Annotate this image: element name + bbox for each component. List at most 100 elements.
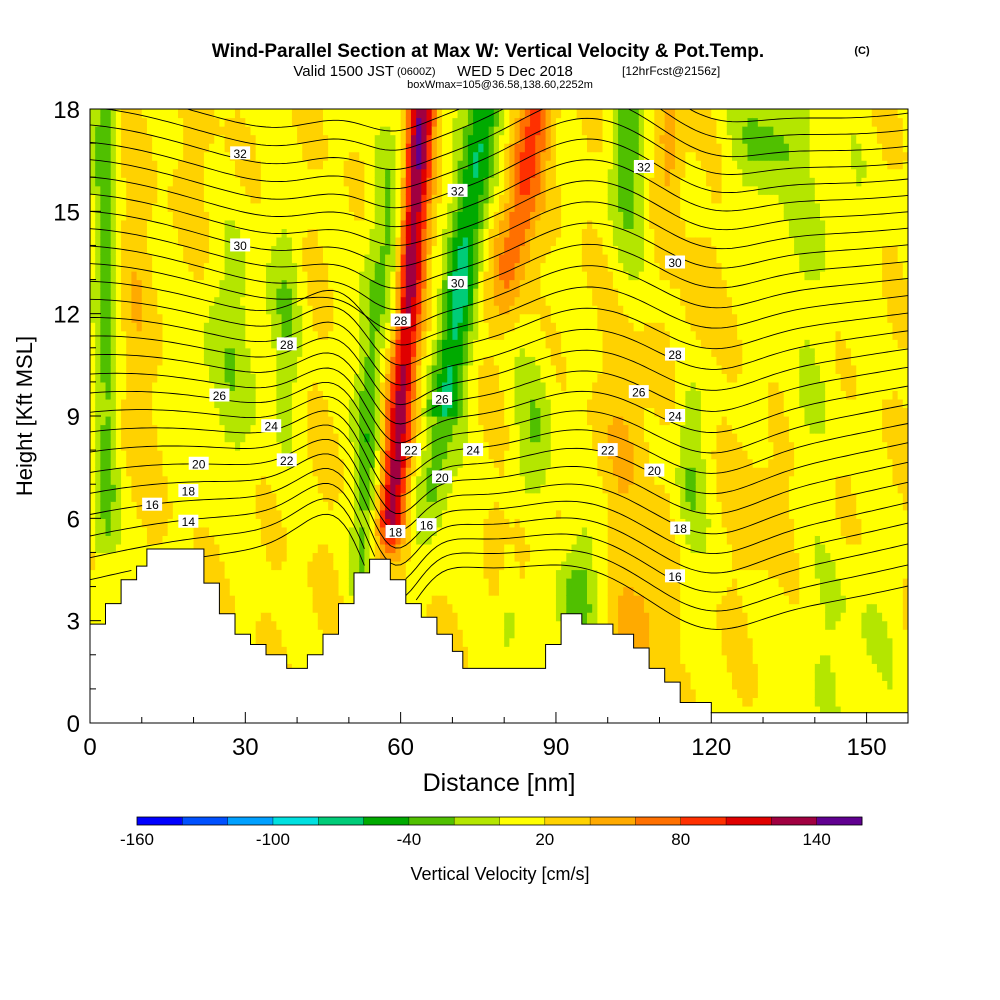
- copyright-mark: (C): [854, 45, 870, 57]
- contour-label-text: 24: [265, 420, 279, 434]
- colorbar-swatch: [590, 817, 636, 825]
- theta-contour: [90, 138, 908, 209]
- contour-label-text: 16: [668, 570, 682, 584]
- y-tick-label: 15: [53, 199, 80, 226]
- contour-label: 26: [628, 385, 649, 400]
- colorbar-swatch: [726, 817, 772, 825]
- valid-prefix: Valid 1500 JST: [293, 63, 394, 80]
- theta-contour: [90, 483, 908, 593]
- colorbar-tick-label: 20: [535, 830, 554, 849]
- colorbar-swatch: [680, 817, 727, 825]
- theta-contour: [90, 367, 908, 444]
- colorbar-swatch: [454, 817, 500, 825]
- y-tick-label: 18: [53, 97, 80, 124]
- contour-label-text: 16: [145, 498, 159, 512]
- valid-zulu: (0600Z): [397, 66, 436, 78]
- colorbar-swatch: [227, 817, 274, 825]
- theta-contour: [90, 317, 908, 386]
- contour-label: 30: [665, 255, 686, 270]
- x-tick-label: 150: [847, 734, 887, 761]
- theta-contour: [90, 498, 908, 612]
- contour-label-text: 26: [435, 392, 449, 406]
- theta-contour: [90, 453, 908, 555]
- contour-label-text: 18: [389, 525, 403, 539]
- colorbar-tick-label: -40: [397, 830, 422, 849]
- theta-contour: [90, 424, 908, 515]
- y-tick-label: 12: [53, 302, 80, 329]
- contour-label-text: 18: [674, 522, 688, 536]
- colorbar-swatch: [816, 817, 863, 825]
- valid-date: WED 5 Dec 2018: [457, 63, 573, 80]
- contour-label-text: 28: [668, 348, 682, 362]
- contour-label: 28: [276, 337, 297, 352]
- x-tick-label: 60: [387, 734, 414, 761]
- theta-contour: [90, 201, 908, 268]
- x-axis-label: Distance [nm]: [423, 769, 576, 797]
- y-tick-label: 6: [67, 506, 80, 533]
- colorbar-swatch: [499, 817, 546, 825]
- contour-label-text: 18: [182, 485, 196, 499]
- contour-labels: 32 32 32 30 30 30 28 28 28 26 26 26 24 24 24 22 22 22 20 20…: [142, 146, 691, 584]
- contour-label-text: 30: [668, 256, 682, 270]
- contour-label: 18: [385, 524, 406, 539]
- contour-label: 22: [597, 443, 618, 458]
- contour-label: 30: [447, 275, 468, 290]
- contour-label: 24: [665, 409, 686, 424]
- x-tick-label: 90: [543, 734, 570, 761]
- x-tick-label: 30: [232, 734, 259, 761]
- theta-contour: [185, 109, 908, 132]
- colorbar-swatch: [182, 817, 229, 825]
- theta-contour: [90, 438, 908, 535]
- contour-label: 32: [230, 146, 251, 161]
- contour-label-text: 14: [182, 515, 196, 529]
- colorbar: -160 -100 -40 20 80 140: [120, 816, 863, 849]
- contour-label: 18: [178, 484, 199, 499]
- colorbar-swatch: [318, 817, 364, 825]
- contour-label-text: 30: [451, 276, 465, 290]
- contour-label: 16: [665, 569, 686, 584]
- contour-label: 14: [178, 514, 199, 529]
- contour-label: 20: [644, 463, 665, 478]
- contour-label-text: 20: [435, 471, 449, 485]
- contour-label-text: 28: [280, 338, 294, 352]
- contour-label-text: 32: [637, 160, 651, 174]
- contour-label: 26: [209, 388, 230, 403]
- contour-label: 28: [390, 313, 411, 328]
- forecast-label: [12hrFcst@2156z]: [622, 64, 720, 78]
- contour-label-text: 32: [233, 147, 247, 161]
- colorbar-label: Vertical Velocity [cm/s]: [410, 864, 589, 884]
- y-axis-label: Height [Kft MSL]: [12, 336, 37, 496]
- contour-label-text: 22: [601, 444, 615, 458]
- theta-contour: [90, 117, 908, 190]
- theta-contour: [90, 396, 908, 480]
- theta-contour: [90, 335, 908, 406]
- colorbar-swatch: [272, 817, 319, 825]
- colorbar-swatch: [363, 817, 410, 825]
- contour-label-text: 16: [420, 519, 434, 533]
- contour-label: 16: [416, 518, 437, 533]
- contour-label-text: 30: [233, 239, 247, 253]
- contour-label: 24: [463, 443, 484, 458]
- contour-label: 32: [447, 183, 468, 198]
- theta-contour: [90, 410, 908, 497]
- y-tick-label: 0: [67, 711, 80, 738]
- contour-label: 24: [261, 419, 282, 434]
- theta-contour: [90, 468, 908, 574]
- contour-label: 18: [670, 521, 691, 536]
- theta-contour: [90, 280, 908, 346]
- contour-label-text: 24: [668, 410, 682, 424]
- x-tick-label: 120: [691, 734, 731, 761]
- contour-label: 20: [432, 470, 453, 485]
- colorbar-swatch: [137, 817, 183, 825]
- contour-label: 16: [142, 497, 163, 512]
- colorbar-swatch: [635, 817, 682, 825]
- theta-contour: [90, 298, 908, 366]
- theta-contour: [90, 513, 908, 630]
- colorbar-swatch: [408, 817, 455, 825]
- contour-label-text: 32: [451, 184, 465, 198]
- contour-label-text: 22: [280, 454, 294, 468]
- theta-contour: [90, 180, 908, 246]
- valid-line: Valid 1500 JST (0600Z) WED 5 Dec 2018 [1…: [293, 63, 720, 80]
- contour-label-text: 20: [648, 464, 662, 478]
